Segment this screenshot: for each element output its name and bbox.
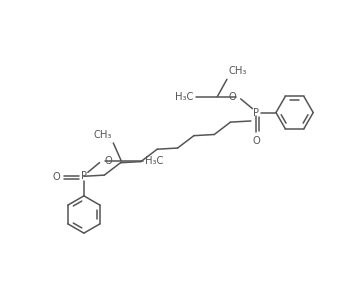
Text: O: O <box>228 92 236 102</box>
Text: O: O <box>104 156 112 166</box>
Text: CH₃: CH₃ <box>94 130 112 140</box>
Text: O: O <box>252 136 260 146</box>
Text: P: P <box>81 171 87 181</box>
Text: H₃C: H₃C <box>145 156 163 166</box>
Text: O: O <box>53 172 60 182</box>
Text: P: P <box>253 107 259 118</box>
Text: CH₃: CH₃ <box>229 66 247 76</box>
Text: H₃C: H₃C <box>175 92 194 102</box>
